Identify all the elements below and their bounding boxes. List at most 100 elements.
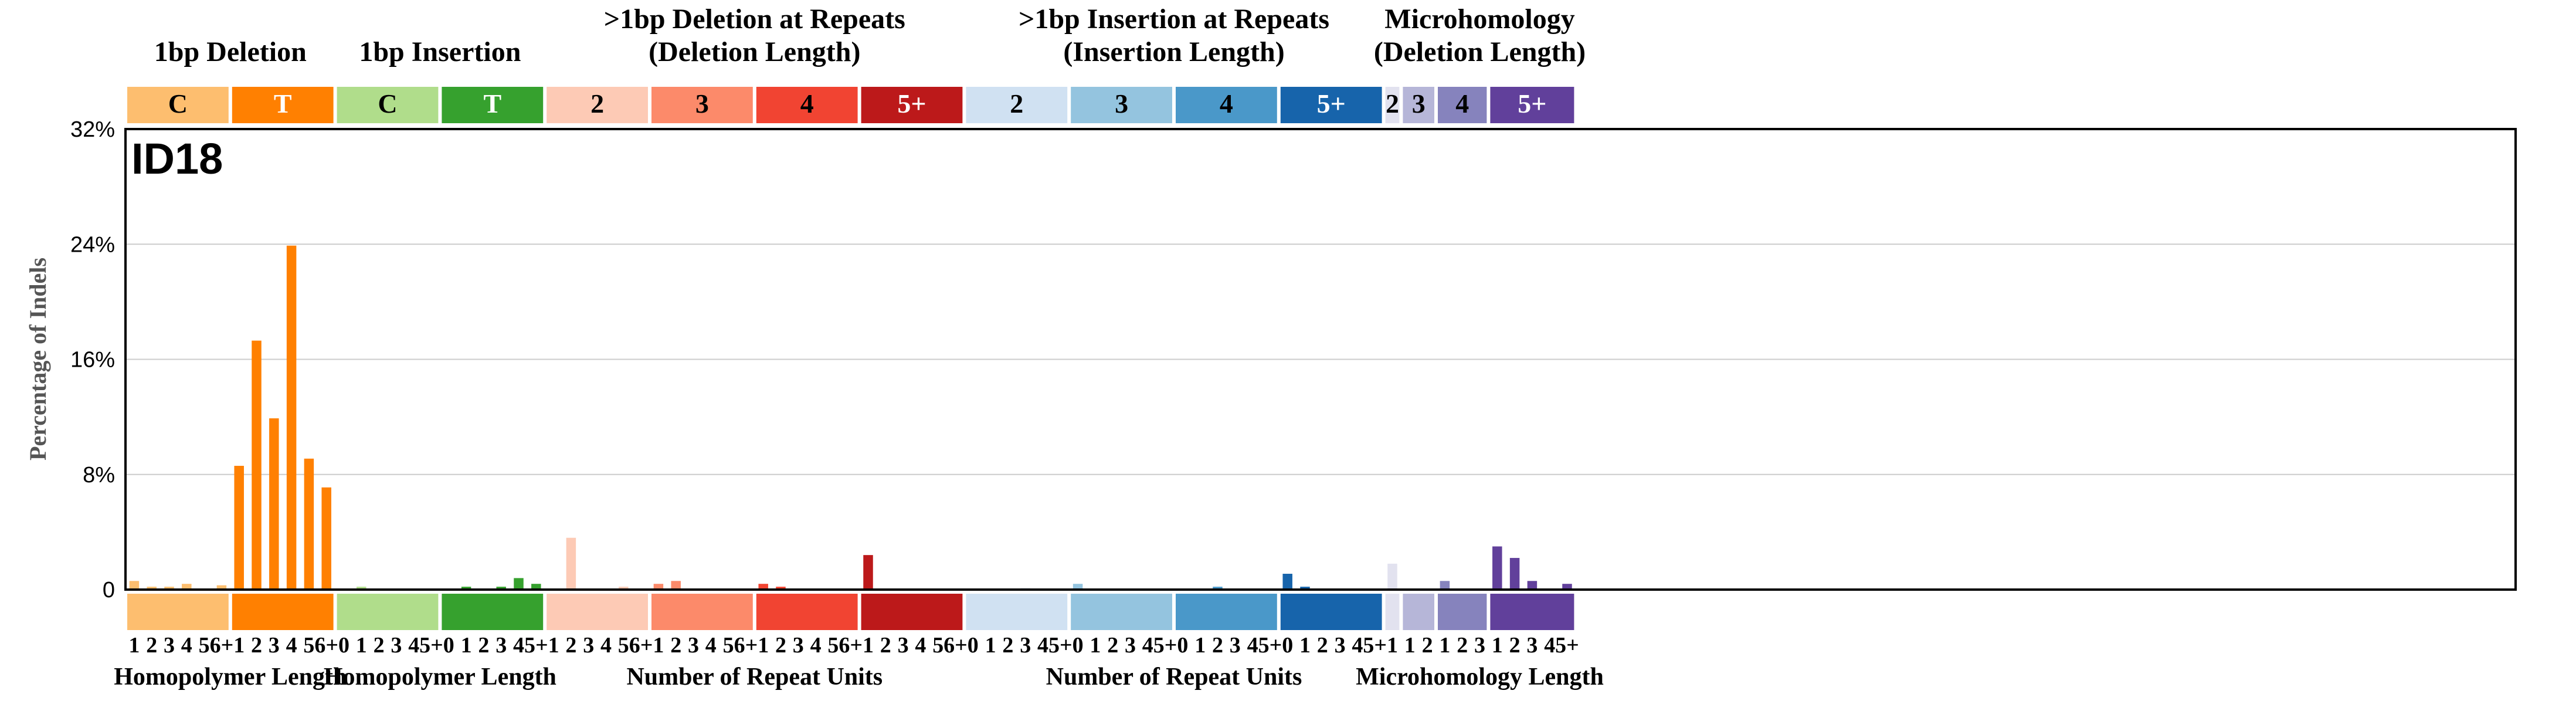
header-block	[442, 87, 544, 123]
bar	[1527, 581, 1538, 590]
bar	[1213, 587, 1223, 590]
header-block	[1403, 87, 1434, 123]
x-tick-label: 2	[478, 633, 489, 658]
x-tick-label: 1	[1090, 633, 1101, 658]
header-block	[1176, 87, 1277, 123]
footer-block	[756, 594, 858, 630]
x-tick-label: 3	[1125, 633, 1136, 658]
header-block	[861, 87, 963, 123]
group-title: 1bp Deletion	[154, 36, 307, 67]
x-tick-label: 4	[181, 633, 192, 658]
x-tick-label: 3	[1335, 633, 1346, 658]
group-xlabel: Homopolymer Length	[324, 664, 556, 691]
header-block-label: 5+	[897, 89, 926, 119]
x-tick-label: 3	[1020, 633, 1031, 658]
x-tick-label: 3	[269, 633, 280, 658]
x-tick-label: 0	[1282, 633, 1293, 658]
header-block-label: 4	[1455, 89, 1469, 119]
x-tick-label: 1	[1387, 633, 1398, 658]
group-title: (Deletion Length)	[1374, 36, 1586, 67]
group-title: (Insertion Length)	[1063, 36, 1284, 67]
x-tick-label: 5	[723, 633, 734, 658]
y-tick-label: 8%	[83, 463, 115, 488]
bar	[776, 587, 786, 590]
bar	[304, 458, 314, 590]
header-block-label: T	[274, 89, 292, 119]
header-block	[127, 87, 229, 123]
bar	[566, 537, 576, 590]
gridlines	[125, 243, 2516, 475]
bar	[182, 584, 192, 590]
footer-block	[1490, 594, 1574, 630]
bar	[1492, 546, 1502, 590]
bar	[321, 487, 331, 590]
bar	[1440, 581, 1450, 590]
x-tick-label: 4	[1142, 633, 1153, 658]
x-tick-label: 1	[653, 633, 664, 658]
header-block-label: C	[168, 89, 188, 119]
x-tick-label: 3	[688, 633, 699, 658]
footer-block	[337, 594, 439, 630]
footer-block	[1403, 594, 1434, 630]
header-block	[1071, 87, 1172, 123]
x-tick-label: 4	[1352, 633, 1363, 658]
bar	[216, 585, 227, 590]
plot-frame	[124, 128, 2517, 591]
y-tick-label: 16%	[70, 348, 115, 373]
header-block-label: 5+	[1317, 89, 1346, 119]
header-block	[232, 87, 334, 123]
bar	[1282, 574, 1292, 590]
bar	[1509, 558, 1520, 590]
header-block	[651, 87, 753, 123]
y-tick-label: 0	[103, 578, 115, 603]
footer-block	[547, 594, 648, 630]
x-tick-label: 6+	[734, 633, 758, 658]
x-tick-label: 5	[932, 633, 943, 658]
header-block-label: 4	[800, 89, 814, 119]
header-block-label: 5+	[1518, 89, 1546, 119]
group-title: (Deletion Length)	[649, 36, 860, 67]
x-tick-label: 5	[618, 633, 629, 658]
bar	[357, 587, 366, 590]
bar	[129, 581, 140, 590]
x-tick-label: 3	[1474, 633, 1485, 658]
header-block-label: 2	[1010, 89, 1023, 119]
x-tick-label: 4	[286, 633, 297, 658]
header-block-label: T	[483, 89, 501, 119]
bar	[496, 587, 506, 590]
x-tick-label: 0	[1073, 633, 1084, 658]
x-tick-label: 1	[1492, 633, 1503, 658]
x-tick-label: 1	[758, 633, 769, 658]
x-tick-label: 2	[1422, 633, 1433, 658]
x-tick-label: 1	[1194, 633, 1206, 658]
x-tick-label: 1	[233, 633, 245, 658]
x-tick-label: 2	[880, 633, 891, 658]
x-tick-label: 2	[1002, 633, 1013, 658]
header-block-label: 4	[1220, 89, 1233, 119]
x-tick-label: 5+	[419, 633, 443, 658]
x-tick-label: 2	[1457, 633, 1468, 658]
header-block	[1490, 87, 1574, 123]
x-tick-label: 1	[1299, 633, 1311, 658]
header-block	[756, 87, 858, 123]
y-axis-ticks: 0 8% 16% 24% 32%	[70, 117, 115, 603]
header-block	[337, 87, 439, 123]
x-tick-label: 5+	[524, 633, 548, 658]
x-tick-label: 2	[670, 633, 681, 658]
header-block	[966, 87, 1068, 123]
bar	[514, 578, 524, 590]
x-tick-label: 3	[898, 633, 909, 658]
x-tick-label: 2	[374, 633, 385, 658]
x-tick-label: 6+	[839, 633, 863, 658]
x-tick-label: 4	[513, 633, 524, 658]
x-tick-label: 5+	[1258, 633, 1282, 658]
x-tick-label: 2	[1509, 633, 1521, 658]
footer-block	[1071, 594, 1172, 630]
bar	[653, 584, 664, 590]
group-title: 1bp Insertion	[359, 36, 521, 67]
header-block-label: C	[378, 89, 397, 119]
x-tick-label: 5	[303, 633, 314, 658]
x-tick-label: 2	[1212, 633, 1223, 658]
x-tick-label: 0	[1177, 633, 1188, 658]
bar	[619, 587, 629, 590]
